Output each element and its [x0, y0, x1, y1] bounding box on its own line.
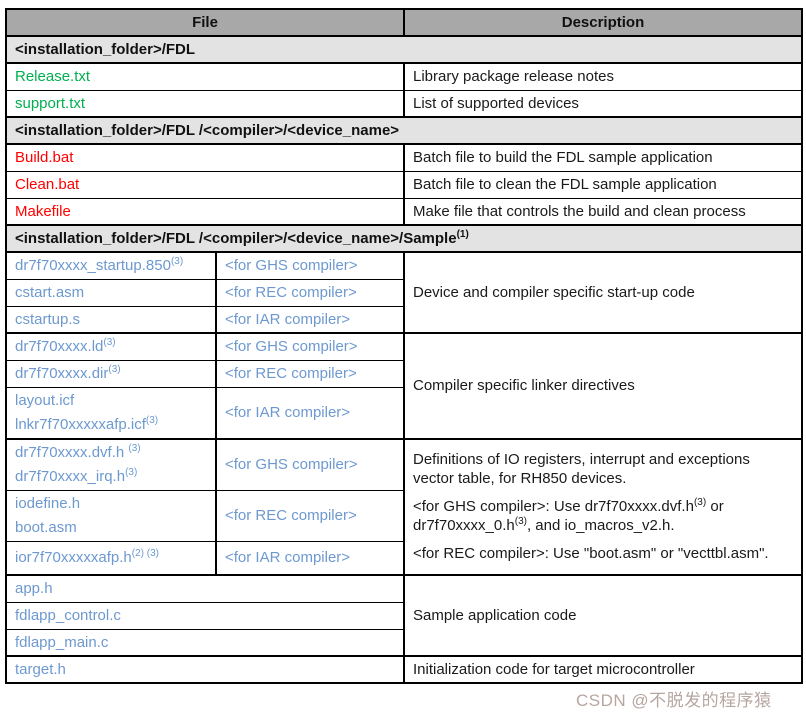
- footnote-marker: (2) (3): [131, 548, 159, 560]
- table-row: support.txt List of supported devices: [5, 89, 803, 118]
- section-label: <installation_folder>/FDL /<compiler>/<d…: [5, 116, 803, 145]
- file-description-table: File Description <installation_folder>/F…: [5, 8, 803, 684]
- file-name: iodefine.h: [15, 494, 81, 512]
- file-cell: Makefile: [5, 197, 405, 226]
- file-name: dr7f70xxxx_irq.h(3): [15, 465, 207, 489]
- description-cell: Library package release notes: [403, 62, 803, 91]
- file-cell: target.h: [5, 655, 405, 684]
- description-text: <for GHS compiler>: Use dr7f70xxxx.dvf.h: [413, 498, 694, 516]
- description-cell: Batch file to clean the FDL sample appli…: [403, 170, 803, 199]
- table-row: layout.icf lnkr7f70xxxxxafp.icf(3) <for …: [5, 386, 802, 439]
- column-header-description: Description: [403, 8, 803, 37]
- file-name: dr7f70xxxx.dvf.h: [15, 443, 129, 461]
- file-cell: iodefine.h boot.asm: [5, 489, 217, 542]
- description-text: , and io_macros_v2.h.: [526, 517, 675, 535]
- footnote-marker: (3): [693, 497, 707, 509]
- description-cell: Make file that controls the build and cl…: [403, 197, 803, 226]
- csdn-watermark: CSDN @不脱发的程序猿: [576, 691, 772, 710]
- column-header-file: File: [5, 8, 405, 37]
- file-cell: dr7f70xxxx_startup.850(3): [5, 251, 217, 280]
- file-cell: support.txt: [5, 89, 405, 118]
- file-name: boot.asm: [15, 518, 77, 536]
- description-text: or dr7f70xxxx_0.h: [413, 498, 724, 535]
- file-cell: layout.icf lnkr7f70xxxxxafp.icf(3): [5, 386, 217, 439]
- section-text: <installation_folder>/FDL: [15, 41, 196, 58]
- footnote-marker: (3): [514, 516, 527, 528]
- footnote-marker: (3): [145, 414, 159, 426]
- table-row: target.h Initialization code for target …: [5, 655, 803, 684]
- table-row: Release.txt Library package release note…: [5, 62, 803, 91]
- table-row: dr7f70xxxx.ld(3) <for GHS compiler> Comp…: [5, 332, 803, 439]
- compiler-cell: <for IAR compiler>: [215, 305, 405, 334]
- header-row: File Description: [5, 8, 803, 37]
- description-cell: Initialization code for target microcont…: [403, 655, 803, 684]
- file-name: layout.icf: [15, 391, 75, 409]
- description-paragraph: Definitions of IO registers, interrupt a…: [413, 451, 750, 488]
- compiler-cell: <for GHS compiler>: [215, 332, 405, 361]
- compiler-cell: <for REC compiler>: [215, 359, 405, 388]
- description-cell: Definitions of IO registers, interrupt a…: [403, 437, 803, 576]
- section-label: <installation_folder>/FDL: [5, 35, 803, 64]
- description-cell: Device and compiler specific start-up co…: [403, 251, 803, 334]
- footnote-marker: (3): [170, 256, 184, 268]
- table-row: Clean.bat Batch file to clean the FDL sa…: [5, 170, 803, 199]
- description-cell: List of supported devices: [403, 89, 803, 118]
- file-name: dr7f70xxxx.ld: [15, 338, 104, 356]
- file-cell: ior7f70xxxxxafp.h(2) (3): [5, 540, 217, 576]
- section-text: <installation_folder>/FDL /<compiler>/<d…: [15, 230, 457, 247]
- description-cell: Batch file to build the FDL sample appli…: [403, 143, 803, 172]
- compiler-cell: <for IAR compiler>: [215, 540, 405, 576]
- footnote-marker: (1): [456, 229, 469, 240]
- description-cell: Compiler specific linker directives: [403, 332, 803, 439]
- file-cell: Release.txt: [5, 62, 405, 91]
- table-row: Makefile Make file that controls the bui…: [5, 197, 803, 226]
- table-row: iodefine.h boot.asm <for REC compiler>: [5, 489, 802, 542]
- section-row-sample: <installation_folder>/FDL /<compiler>/<d…: [5, 224, 803, 253]
- table-row: Build.bat Batch file to build the FDL sa…: [5, 143, 803, 172]
- file-cell: dr7f70xxxx.dir(3): [5, 359, 217, 388]
- compiler-cell: <for IAR compiler>: [215, 386, 405, 439]
- file-cell: dr7f70xxxx.dvf.h (3) dr7f70xxxx_irq.h(3): [5, 437, 217, 491]
- footnote-marker: (3): [125, 466, 138, 478]
- file-name: dr7f70xxxx_irq.h: [15, 467, 126, 485]
- description-paragraph: <for GHS compiler>: Use dr7f70xxxx.dvf.h…: [413, 497, 793, 535]
- file-name: lnkr7f70xxxxxafp.icf(3): [15, 413, 207, 437]
- file-name: dr7f70xxxx_startup.850: [15, 257, 171, 275]
- table-row: fdlapp_control.c: [5, 601, 802, 630]
- footnote-marker: (3): [108, 364, 121, 375]
- footnote-marker: (3): [128, 442, 141, 454]
- file-cell: fdlapp_control.c: [5, 601, 405, 630]
- file-cell: fdlapp_main.c: [5, 628, 405, 657]
- section-row-fdl: <installation_folder>/FDL: [5, 35, 803, 64]
- section-label: <installation_folder>/FDL /<compiler>/<d…: [5, 224, 803, 253]
- description-cell: Sample application code: [403, 574, 803, 657]
- file-cell: cstart.asm: [5, 278, 217, 307]
- compiler-cell: <for REC compiler>: [215, 489, 405, 542]
- footnote-marker: (3): [103, 337, 116, 349]
- table-row: dr7f70xxxx_startup.850(3) <for GHS compi…: [5, 251, 803, 334]
- file-cell: Build.bat: [5, 143, 405, 172]
- file-cell: dr7f70xxxx.ld(3): [5, 332, 217, 361]
- file-name: ior7f70xxxxxafp.h: [15, 549, 132, 567]
- file-cell: app.h: [5, 574, 405, 603]
- section-text: <installation_folder>/FDL /<compiler>/<d…: [15, 122, 400, 139]
- table-row: cstart.asm <for REC compiler>: [5, 278, 802, 307]
- compiler-cell: <for GHS compiler>: [215, 437, 405, 491]
- section-row-compiler-device: <installation_folder>/FDL /<compiler>/<d…: [5, 116, 803, 145]
- file-name: dr7f70xxxx.dir: [15, 365, 109, 382]
- table-row: dr7f70xxxx.dvf.h (3) dr7f70xxxx_irq.h(3)…: [5, 437, 803, 576]
- table-row: dr7f70xxxx.dir(3) <for REC compiler>: [5, 359, 802, 388]
- file-name: dr7f70xxxx.dvf.h (3): [15, 441, 207, 465]
- table-row: cstartup.s <for IAR compiler>: [5, 305, 802, 334]
- file-cell: Clean.bat: [5, 170, 405, 199]
- compiler-cell: <for REC compiler>: [215, 278, 405, 307]
- file-name: lnkr7f70xxxxxafp.icf: [15, 415, 146, 433]
- file-cell: cstartup.s: [5, 305, 217, 334]
- table-row: app.h Sample application code: [5, 574, 803, 657]
- description-paragraph: <for REC compiler>: Use "boot.asm" or "v…: [413, 545, 769, 563]
- compiler-cell: <for GHS compiler>: [215, 251, 405, 280]
